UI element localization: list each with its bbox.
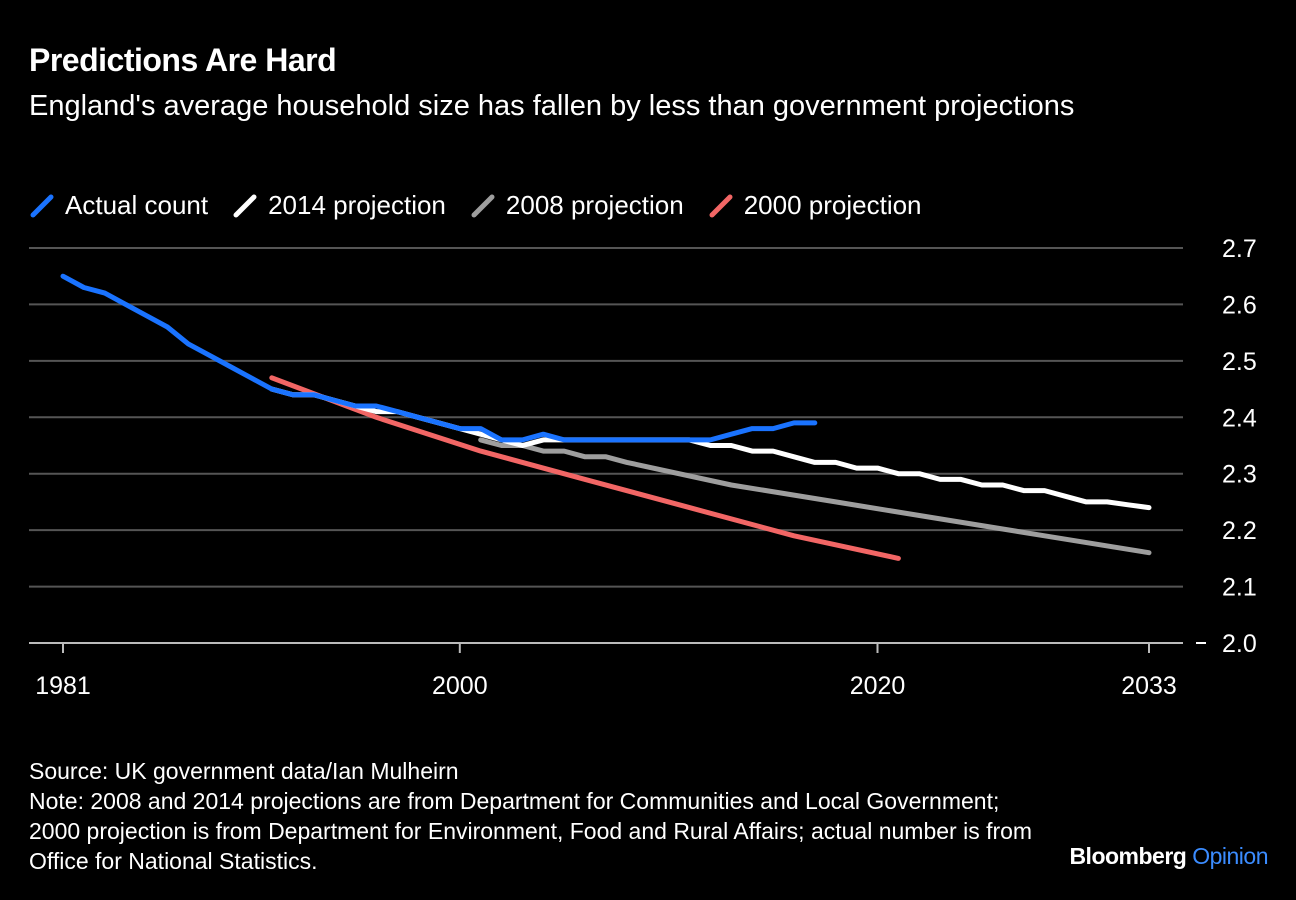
legend-swatch-icon: [709, 194, 733, 217]
legend-label: 2000 projection: [743, 190, 922, 220]
x-tick-label: 2020: [850, 672, 906, 700]
legend: Actual count 2014 projection 2008 projecti…: [29, 190, 922, 221]
logo: Bloomberg Opinion: [1069, 843, 1268, 869]
y-tick-label: 2.6: [1222, 291, 1257, 319]
legend-label: 2008 projection: [505, 190, 684, 220]
x-tick-label: 2033: [1121, 672, 1177, 700]
y-tick-label: 2.2: [1222, 517, 1257, 545]
legend-label: Actual count: [65, 190, 209, 220]
y-tick-label: 2.4: [1222, 404, 1257, 432]
legend-item: 2008 projection: [470, 190, 684, 221]
legend-item: 2014 projection: [232, 190, 446, 221]
chart-subtitle: England's average household size has fal…: [29, 90, 1075, 122]
legend-item: Actual count: [29, 190, 208, 221]
legend-swatch-icon: [30, 194, 54, 217]
note: Note: 2008 and 2014 projections are from…: [29, 788, 1033, 874]
legend-label: 2014 projection: [268, 190, 446, 220]
legend-item: 2000 projection: [708, 190, 922, 221]
x-tick-label: 1981: [35, 672, 91, 700]
legend-swatch-icon: [471, 194, 495, 217]
y-tick-label: 2.7: [1222, 235, 1257, 263]
x-tick-label: 2000: [432, 672, 488, 700]
source-note: Source: UK government data/Ian Mulheirn: [29, 758, 459, 784]
series-line-2014-projection: [269, 386, 1152, 511]
series-line-2008-projection: [478, 437, 1152, 556]
y-tick-label: 2.0: [1222, 630, 1257, 658]
chart-title: Predictions Are Hard: [29, 42, 337, 78]
footer: Source: UK government data/Ian Mulheirn …: [29, 756, 1039, 876]
series-line-actual-count: [60, 273, 818, 443]
legend-swatch-icon: [233, 194, 257, 217]
line-chart: 2.0 2.1 2.2 2.3 2.4 2.5 2.6 2.7 1981 2000 2020 2033: [29, 235, 1257, 700]
series-line-2000-projection: [269, 375, 901, 561]
y-tick-label: 2.5: [1222, 348, 1257, 376]
y-tick-label: 2.3: [1222, 461, 1257, 489]
y-tick-label: 2.1: [1222, 574, 1257, 602]
